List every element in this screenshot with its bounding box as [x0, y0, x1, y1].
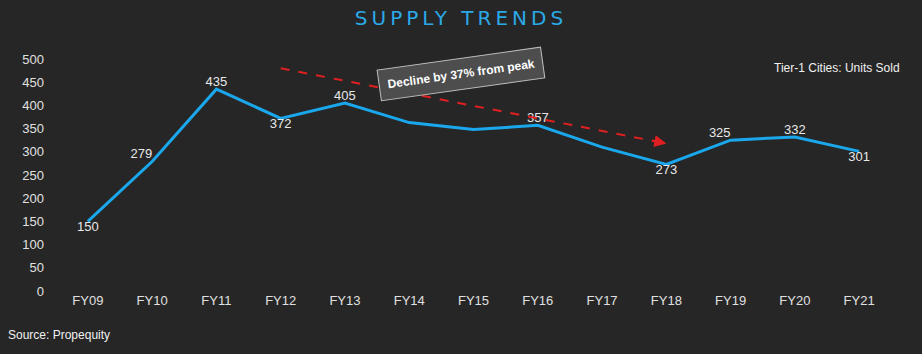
svg-text:Source: Propequity: Source: Propequity: [8, 328, 110, 342]
svg-text:450: 450: [22, 75, 44, 90]
svg-text:150: 150: [77, 219, 99, 234]
svg-text:FY12: FY12: [265, 293, 296, 308]
svg-text:435: 435: [206, 74, 228, 89]
svg-text:250: 250: [22, 168, 44, 183]
svg-text:FY18: FY18: [651, 293, 682, 308]
svg-text:357: 357: [527, 110, 549, 125]
svg-text:279: 279: [130, 146, 152, 161]
svg-text:400: 400: [22, 98, 44, 113]
svg-text:301: 301: [848, 149, 870, 164]
svg-text:FY21: FY21: [844, 293, 875, 308]
svg-text:405: 405: [334, 88, 356, 103]
svg-text:Decline by 37% from peak: Decline by 37% from peak: [387, 57, 536, 92]
svg-text:200: 200: [22, 191, 44, 206]
svg-text:FY13: FY13: [329, 293, 360, 308]
svg-text:350: 350: [22, 121, 44, 136]
svg-text:FY10: FY10: [137, 293, 168, 308]
svg-text:150: 150: [22, 214, 44, 229]
svg-text:FY17: FY17: [587, 293, 618, 308]
svg-text:FY19: FY19: [715, 293, 746, 308]
svg-text:FY15: FY15: [458, 293, 489, 308]
svg-text:Tier-1 Cities: Units Sold: Tier-1 Cities: Units Sold: [774, 61, 900, 75]
svg-text:332: 332: [784, 122, 806, 137]
svg-text:FY16: FY16: [522, 293, 553, 308]
svg-text:50: 50: [30, 260, 44, 275]
svg-text:FY14: FY14: [394, 293, 425, 308]
svg-text:0: 0: [37, 284, 44, 299]
svg-text:372: 372: [270, 116, 292, 131]
svg-text:300: 300: [22, 144, 44, 159]
svg-text:SUPPLY TRENDS: SUPPLY TRENDS: [355, 6, 567, 30]
svg-text:FY09: FY09: [72, 293, 103, 308]
svg-text:FY20: FY20: [779, 293, 810, 308]
svg-text:273: 273: [655, 162, 677, 177]
svg-text:325: 325: [709, 125, 731, 140]
svg-text:100: 100: [22, 237, 44, 252]
svg-text:FY11: FY11: [201, 293, 231, 308]
svg-text:500: 500: [22, 52, 44, 67]
